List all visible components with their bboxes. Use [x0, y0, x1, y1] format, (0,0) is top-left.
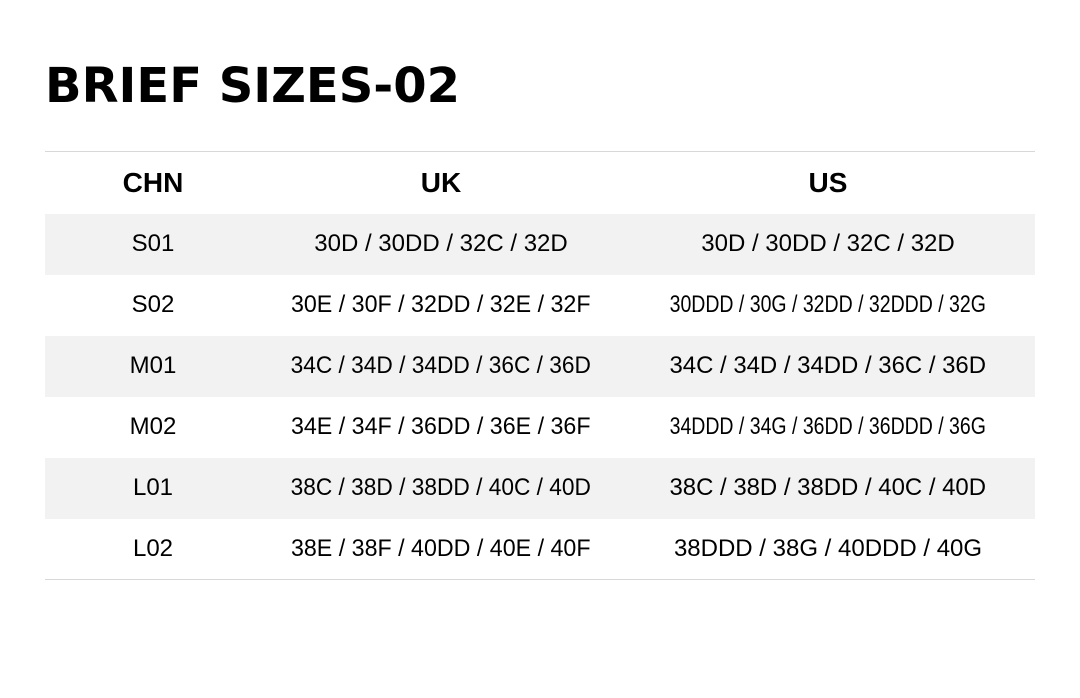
- cell-text: 34E / 34F / 36DD / 36E / 36F: [291, 413, 591, 440]
- cell-text: 30D / 30DD / 32C / 32D: [701, 230, 955, 257]
- cell-text: 38E / 38F / 40DD / 40E / 40F: [291, 534, 591, 562]
- uk-sizes-cell: 38C / 38D / 38DD / 40C / 40D: [261, 458, 621, 519]
- cell-text: 34C / 34D / 34DD / 36C / 36D: [669, 352, 987, 379]
- table-row: M01 34C / 34D / 34DD / 36C / 36D 34C / 3…: [45, 335, 1035, 397]
- cell-text: L01: [132, 474, 174, 501]
- cell-text: M02: [129, 413, 177, 440]
- chn-size-cell: S01: [45, 214, 261, 275]
- size-chart-page: BRIEF SIZES-02 CHN UK US S01 30D / 30DD …: [0, 62, 1080, 698]
- us-sizes-cell: 30DDD / 30G / 32DD / 32DDD / 32G: [621, 275, 1035, 336]
- chn-size-cell: M01: [45, 336, 261, 397]
- uk-sizes-cell: 34E / 34F / 36DD / 36E / 36F: [261, 397, 621, 458]
- cell-text: 30D / 30DD / 32C / 32D: [314, 230, 568, 257]
- cell-text: L02: [132, 534, 174, 562]
- column-header-chn: CHN: [122, 166, 184, 198]
- uk-sizes-cell: 30E / 30F / 32DD / 32E / 32F: [261, 275, 621, 336]
- table-row: L02 38E / 38F / 40DD / 40E / 40F 38DDD /…: [45, 519, 1035, 580]
- chn-size-cell: S02: [45, 275, 261, 336]
- us-sizes-cell: 34C / 34D / 34DD / 36C / 36D: [621, 336, 1035, 397]
- cell-text: 34DDD / 34G / 36DD / 36DDD / 36G: [669, 413, 987, 440]
- table-row: M02 34E / 34F / 36DD / 36E / 36F 34DDD /…: [45, 397, 1035, 458]
- cell-text: 38DDD / 38G / 40DDD / 40G: [673, 534, 983, 562]
- us-sizes-cell: 34DDD / 34G / 36DD / 36DDD / 36G: [621, 397, 1035, 458]
- uk-sizes-cell: 34C / 34D / 34DD / 36C / 36D: [261, 336, 621, 397]
- chn-size-cell: L02: [45, 519, 261, 580]
- us-sizes-cell: 38DDD / 38G / 40DDD / 40G: [621, 519, 1035, 580]
- column-header-uk: UK: [420, 166, 462, 198]
- table-row: S01 30D / 30DD / 32C / 32D 30D / 30DD / …: [45, 213, 1035, 275]
- us-sizes-cell: 30D / 30DD / 32C / 32D: [621, 214, 1035, 275]
- table-row: L01 38C / 38D / 38DD / 40C / 40D 38C / 3…: [45, 457, 1035, 519]
- page-title: BRIEF SIZES-02: [45, 58, 461, 114]
- cell-text: M01: [129, 352, 177, 379]
- cell-text: 30DDD / 30G / 32DD / 32DDD / 32G: [669, 291, 987, 318]
- uk-sizes-cell: 38E / 38F / 40DD / 40E / 40F: [261, 519, 621, 580]
- table-row: S02 30E / 30F / 32DD / 32E / 32F 30DDD /…: [45, 275, 1035, 336]
- cell-text: S01: [131, 230, 175, 257]
- table-header-row: CHN UK US: [45, 151, 1035, 214]
- cell-text: 34C / 34D / 34DD / 36C / 36D: [290, 352, 592, 379]
- chn-size-cell: M02: [45, 397, 261, 458]
- cell-text: 30E / 30F / 32DD / 32E / 32F: [291, 291, 591, 318]
- chn-size-cell: L01: [45, 458, 261, 519]
- cell-text: S02: [131, 291, 175, 318]
- size-table: CHN UK US S01 30D / 30DD / 32C / 32D 30D…: [45, 151, 1035, 580]
- cell-text: 38C / 38D / 38DD / 40C / 40D: [669, 474, 987, 501]
- cell-text: 38C / 38D / 38DD / 40C / 40D: [290, 474, 592, 501]
- us-sizes-cell: 38C / 38D / 38DD / 40C / 40D: [621, 458, 1035, 519]
- uk-sizes-cell: 30D / 30DD / 32C / 32D: [261, 214, 621, 275]
- column-header-us: US: [808, 166, 848, 198]
